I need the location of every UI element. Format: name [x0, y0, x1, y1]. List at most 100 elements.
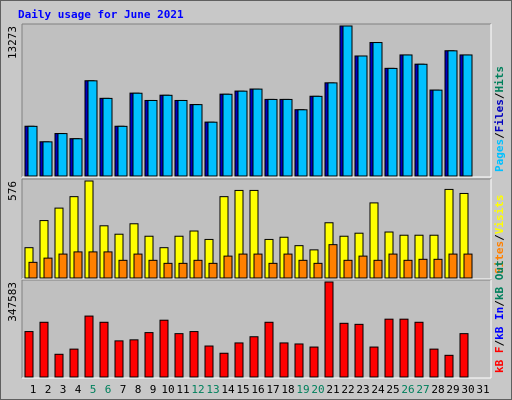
bar	[433, 258, 443, 279]
bar	[39, 321, 49, 378]
bar	[357, 55, 368, 177]
bar	[57, 133, 68, 177]
bar	[268, 262, 278, 279]
legend-entry: kB F	[493, 347, 506, 374]
bar	[328, 244, 338, 279]
x-tick-label: 23	[356, 383, 369, 396]
bar	[192, 104, 203, 177]
x-tick-label: 21	[326, 383, 339, 396]
bar	[88, 251, 98, 279]
bar	[447, 50, 458, 177]
x-tick-label: 6	[105, 383, 112, 396]
bar	[282, 98, 293, 177]
bar	[102, 97, 113, 177]
bar	[42, 141, 53, 177]
bar	[339, 322, 349, 378]
bar	[249, 336, 259, 378]
bar	[73, 251, 83, 279]
bar	[238, 253, 248, 279]
bar	[189, 331, 199, 378]
legend: kB F/kB In/kB Out	[493, 260, 506, 373]
bar	[313, 262, 323, 279]
legend-entry: Sites	[493, 241, 506, 274]
x-tick-label: 16	[251, 383, 264, 396]
bar	[223, 255, 233, 279]
bar	[24, 331, 34, 378]
x-tick-label: 26	[401, 383, 414, 396]
legend-separator: /	[493, 92, 506, 99]
bar	[208, 262, 218, 279]
bar	[174, 333, 184, 378]
bar	[219, 352, 229, 378]
bar	[448, 253, 458, 279]
x-tick-label: 17	[266, 383, 279, 396]
bar	[429, 348, 439, 378]
bar	[432, 89, 443, 177]
bar	[204, 345, 214, 378]
bar	[69, 348, 79, 378]
bar	[283, 253, 293, 279]
x-tick-label: 18	[281, 383, 294, 396]
bar	[297, 109, 308, 177]
bar	[403, 259, 413, 279]
x-tick-label: 15	[236, 383, 249, 396]
bar	[99, 321, 109, 378]
x-tick-label: 10	[161, 383, 174, 396]
bar	[118, 259, 128, 279]
legend-separator: /	[493, 300, 506, 307]
x-tick-label: 27	[416, 383, 429, 396]
x-tick-label: 31	[476, 383, 489, 396]
bar	[369, 346, 379, 378]
bar	[27, 125, 38, 177]
bar	[324, 281, 334, 378]
x-tick-label: 11	[176, 383, 189, 396]
bar	[207, 121, 218, 177]
bar	[264, 321, 274, 378]
bar	[459, 333, 469, 378]
bar	[87, 80, 98, 177]
bar	[399, 318, 409, 378]
bar	[103, 251, 113, 279]
legend-entry: Hits	[493, 66, 506, 93]
bar	[463, 253, 473, 279]
bar	[387, 67, 398, 177]
x-tick-label: 2	[45, 383, 52, 396]
x-tick-label: 14	[221, 383, 235, 396]
x-tick-label: 20	[311, 383, 324, 396]
bar	[162, 94, 173, 177]
x-tick-label: 7	[120, 383, 127, 396]
bar	[159, 319, 169, 378]
y-tick-label: 576	[6, 181, 19, 201]
x-tick-label: 24	[371, 383, 385, 396]
bar	[294, 343, 304, 378]
legend-separator: /	[493, 340, 506, 347]
bar	[358, 255, 368, 279]
x-tick-label: 8	[135, 383, 142, 396]
legend-entry: kB Out	[493, 260, 506, 300]
x-tick-label: 4	[75, 383, 82, 396]
bar	[462, 54, 473, 177]
bar	[417, 63, 428, 177]
bar	[384, 318, 394, 378]
x-tick-label: 9	[150, 383, 157, 396]
x-tick-label: 22	[341, 383, 354, 396]
bar	[444, 354, 454, 378]
bar	[28, 261, 38, 279]
x-tick-label: 13	[206, 383, 219, 396]
bar	[177, 99, 188, 177]
bar	[72, 138, 83, 177]
bar	[129, 339, 139, 378]
x-tick-label: 19	[296, 383, 309, 396]
x-tick-label: 1	[30, 383, 37, 396]
bar	[43, 257, 53, 279]
bar	[327, 82, 338, 177]
legend-entry: kB In	[493, 307, 506, 340]
legend: Sites/Visits	[493, 195, 506, 275]
bar	[312, 95, 323, 177]
bar	[388, 253, 398, 279]
bar	[148, 259, 158, 279]
bar	[414, 321, 424, 378]
bar	[253, 253, 263, 279]
bar	[298, 259, 308, 279]
